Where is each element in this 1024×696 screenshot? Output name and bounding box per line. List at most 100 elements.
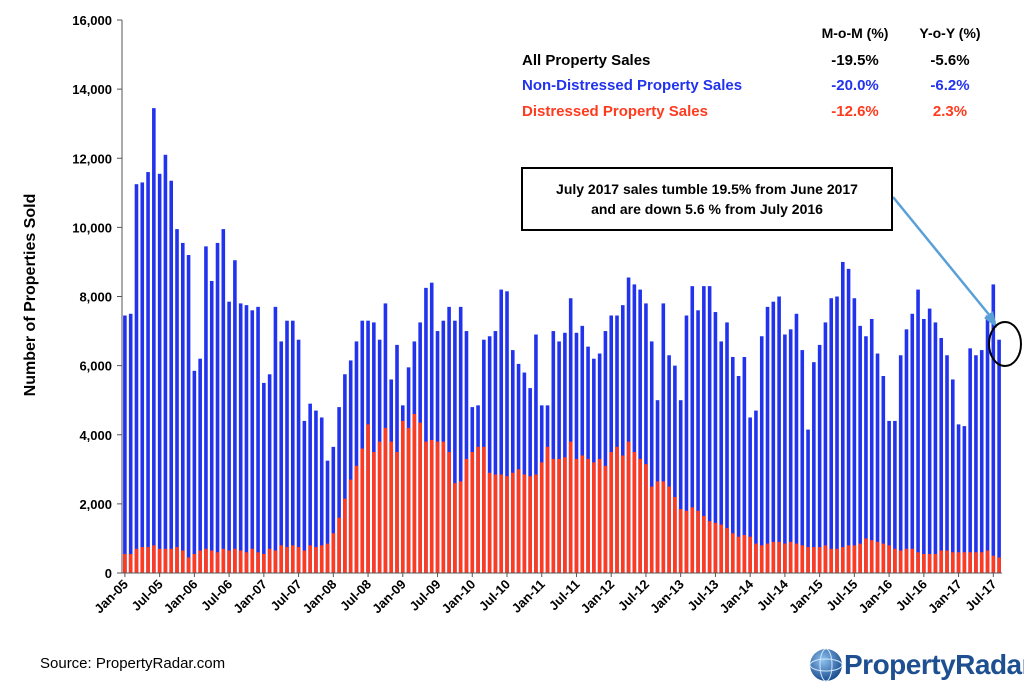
bar-distressed <box>869 540 874 573</box>
legend-row-nondistressed-label: Non-Distressed Property Sales <box>522 77 742 94</box>
bar-distressed <box>146 547 150 573</box>
bar-distressed <box>256 552 260 573</box>
bar-non-distressed <box>285 320 289 573</box>
highlight-circle <box>988 321 1022 367</box>
bar-non-distressed <box>620 305 625 573</box>
bar-non-distressed <box>331 446 336 573</box>
bar-distressed <box>696 510 700 573</box>
y-axis-gridticks: 0 2,000 4,000 6,000 8,000 10,000 12,000 14,000 1… <box>72 13 122 581</box>
bar-distressed <box>157 548 162 573</box>
bar-non-distressed <box>904 329 909 573</box>
bar-non-distressed <box>615 315 619 573</box>
bar-distressed <box>314 547 318 573</box>
bar-non-distressed <box>372 322 376 573</box>
bar-non-distressed <box>505 291 509 573</box>
bar-distressed <box>204 548 208 573</box>
bar-distressed <box>464 458 469 573</box>
bar-distressed <box>290 545 295 573</box>
bar-distressed <box>898 550 903 573</box>
bar-distressed <box>163 548 168 573</box>
bar-distressed <box>140 547 145 573</box>
y-tick-label: 6,000 <box>79 359 112 374</box>
bar-distressed <box>406 427 411 573</box>
bar-non-distressed <box>632 284 637 573</box>
bar-distressed <box>244 552 249 573</box>
bars <box>123 108 1001 574</box>
bar-distressed <box>510 472 515 573</box>
bar-non-distressed <box>638 289 642 573</box>
bar-non-distressed <box>835 296 839 573</box>
bar-non-distressed <box>453 320 457 573</box>
x-tick-label: Jul-08 <box>337 577 374 614</box>
bar-distressed <box>702 515 706 573</box>
bar-non-distressed <box>198 358 202 573</box>
bar-non-distressed <box>673 365 677 574</box>
bar-non-distressed <box>985 315 990 573</box>
bar-distressed <box>985 550 990 573</box>
bar-non-distressed <box>910 313 915 573</box>
bar-non-distressed <box>499 289 504 573</box>
bar-distressed <box>175 547 179 573</box>
bar-non-distressed <box>997 339 1001 573</box>
bar-non-distressed <box>557 341 561 573</box>
bar-non-distressed <box>175 229 179 573</box>
bar-distressed <box>308 545 312 573</box>
bar-distressed <box>736 536 741 573</box>
bar-distressed <box>632 452 637 573</box>
bar-non-distressed <box>493 331 498 573</box>
bar-distressed <box>354 465 359 573</box>
bar-non-distressed <box>777 296 781 573</box>
bar-distressed <box>435 441 440 573</box>
x-tick-label: Jan-05 <box>91 577 131 617</box>
bar-distressed <box>904 548 909 573</box>
legend-row-nondistressed-yoy: -6.2% <box>930 77 969 94</box>
bar-non-distressed <box>522 372 527 573</box>
bar-distressed <box>180 550 185 573</box>
bar-distressed <box>835 548 839 573</box>
annotation-line-2: and are down 5.6 % from July 2016 <box>591 201 823 217</box>
x-tick-label: Jan-09 <box>369 577 409 617</box>
bar-non-distressed <box>244 305 249 573</box>
bar-distressed <box>592 462 596 573</box>
bar-distressed <box>285 547 289 573</box>
x-tick-label: Jul-12 <box>615 577 652 614</box>
bar-distressed <box>910 548 915 573</box>
bar-distressed <box>134 548 139 573</box>
bar-distressed <box>765 543 770 573</box>
bar-distressed <box>279 545 284 573</box>
bar-distressed <box>586 458 590 573</box>
bar-distressed <box>395 452 399 573</box>
bar-distressed <box>620 455 625 573</box>
bar-non-distressed <box>644 303 648 573</box>
globe-icon <box>809 648 843 682</box>
x-tick-label: Jul-09 <box>406 577 443 614</box>
bar-distressed <box>661 481 666 573</box>
bar-distressed <box>742 534 747 573</box>
bar-distressed <box>551 458 556 573</box>
y-tick-label: 16,000 <box>72 13 112 28</box>
bar-distressed <box>979 552 984 573</box>
bar-distressed <box>991 555 996 573</box>
bar-distressed <box>505 476 509 573</box>
bar-non-distressed <box>823 322 828 573</box>
bar-distressed <box>499 474 504 573</box>
bar-non-distressed <box>765 306 770 573</box>
legend-table: M-o-M (%) Y-o-Y (%) All Property Sales -… <box>522 25 981 120</box>
bar-distressed <box>812 547 816 573</box>
x-tick-label: Jul-17 <box>962 577 999 614</box>
bar-non-distressed <box>812 362 816 573</box>
x-tick-label: Jan-08 <box>300 577 340 617</box>
bar-distressed <box>638 458 642 573</box>
bar-distressed <box>458 481 463 573</box>
bar-distressed <box>360 448 365 573</box>
bar-non-distressed <box>146 172 150 573</box>
bar-distressed <box>412 414 417 573</box>
y-tick-label: 2,000 <box>79 497 112 512</box>
bar-distressed <box>649 486 654 573</box>
bar-distressed <box>916 552 920 573</box>
bar-non-distressed <box>979 350 984 573</box>
bar-non-distressed <box>939 337 944 573</box>
bar-non-distressed <box>945 355 949 573</box>
bar-non-distressed <box>163 154 168 574</box>
bar-distressed <box>858 543 862 573</box>
